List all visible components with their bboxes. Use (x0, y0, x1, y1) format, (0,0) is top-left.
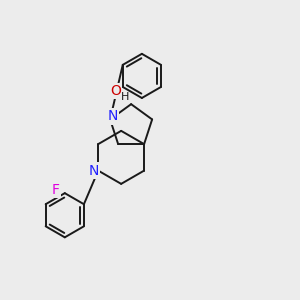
Text: N: N (108, 110, 118, 124)
Text: O: O (110, 84, 121, 98)
Text: F: F (52, 183, 60, 197)
Text: H: H (121, 92, 129, 102)
Text: N: N (88, 164, 99, 178)
